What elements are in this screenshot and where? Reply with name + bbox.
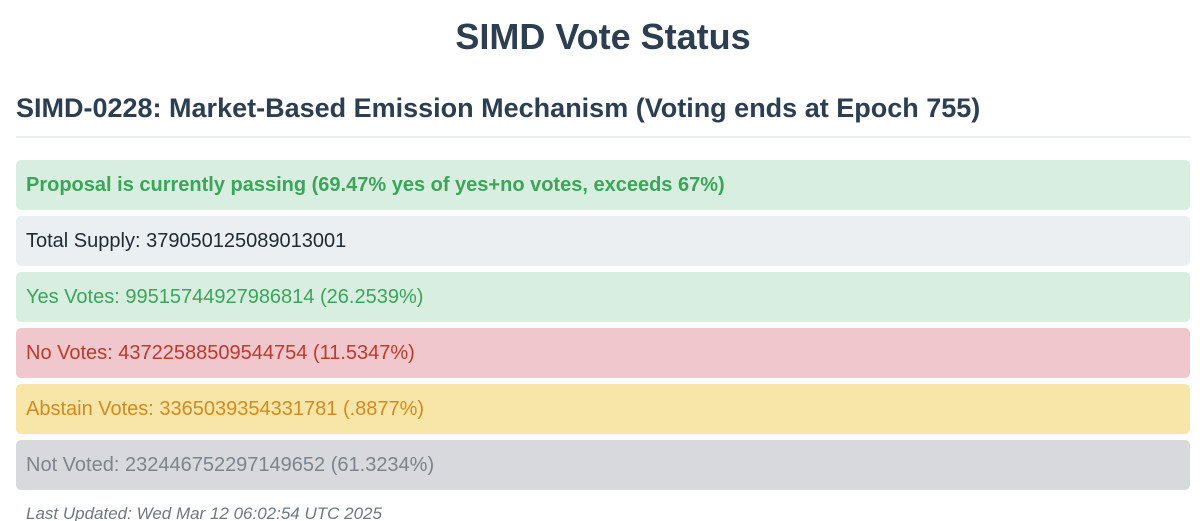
proposal-status-text: Proposal is currently passing (69.47% ye…: [26, 173, 725, 196]
yes-votes-row: Yes Votes: 99515744927986814 (26.2539%): [16, 272, 1190, 322]
proposal-status-banner: Proposal is currently passing (69.47% ye…: [16, 160, 1190, 210]
total-supply-text: Total Supply: 379050125089013001: [26, 229, 347, 252]
vote-summary: Proposal is currently passing (69.47% ye…: [16, 160, 1190, 490]
not-voted-row: Not Voted: 232446752297149652 (61.3234%): [16, 440, 1190, 490]
no-votes-row: No Votes: 43722588509544754 (11.5347%): [16, 328, 1190, 378]
yes-votes-text: Yes Votes: 99515744927986814 (26.2539%): [26, 285, 424, 308]
no-votes-text: No Votes: 43722588509544754 (11.5347%): [26, 341, 415, 364]
total-supply-row: Total Supply: 379050125089013001: [16, 216, 1190, 266]
last-updated-timestamp: Last Updated: Wed Mar 12 06:02:54 UTC 20…: [26, 504, 382, 521]
abstain-votes-text: Abstain Votes: 3365039354331781 (.8877%): [26, 397, 425, 420]
abstain-votes-row: Abstain Votes: 3365039354331781 (.8877%): [16, 384, 1190, 434]
page-title: SIMD Vote Status: [455, 16, 751, 57]
not-voted-text: Not Voted: 232446752297149652 (61.3234%): [26, 453, 435, 476]
proposal-heading: SIMD-0228: Market-Based Emission Mechani…: [16, 90, 1190, 138]
